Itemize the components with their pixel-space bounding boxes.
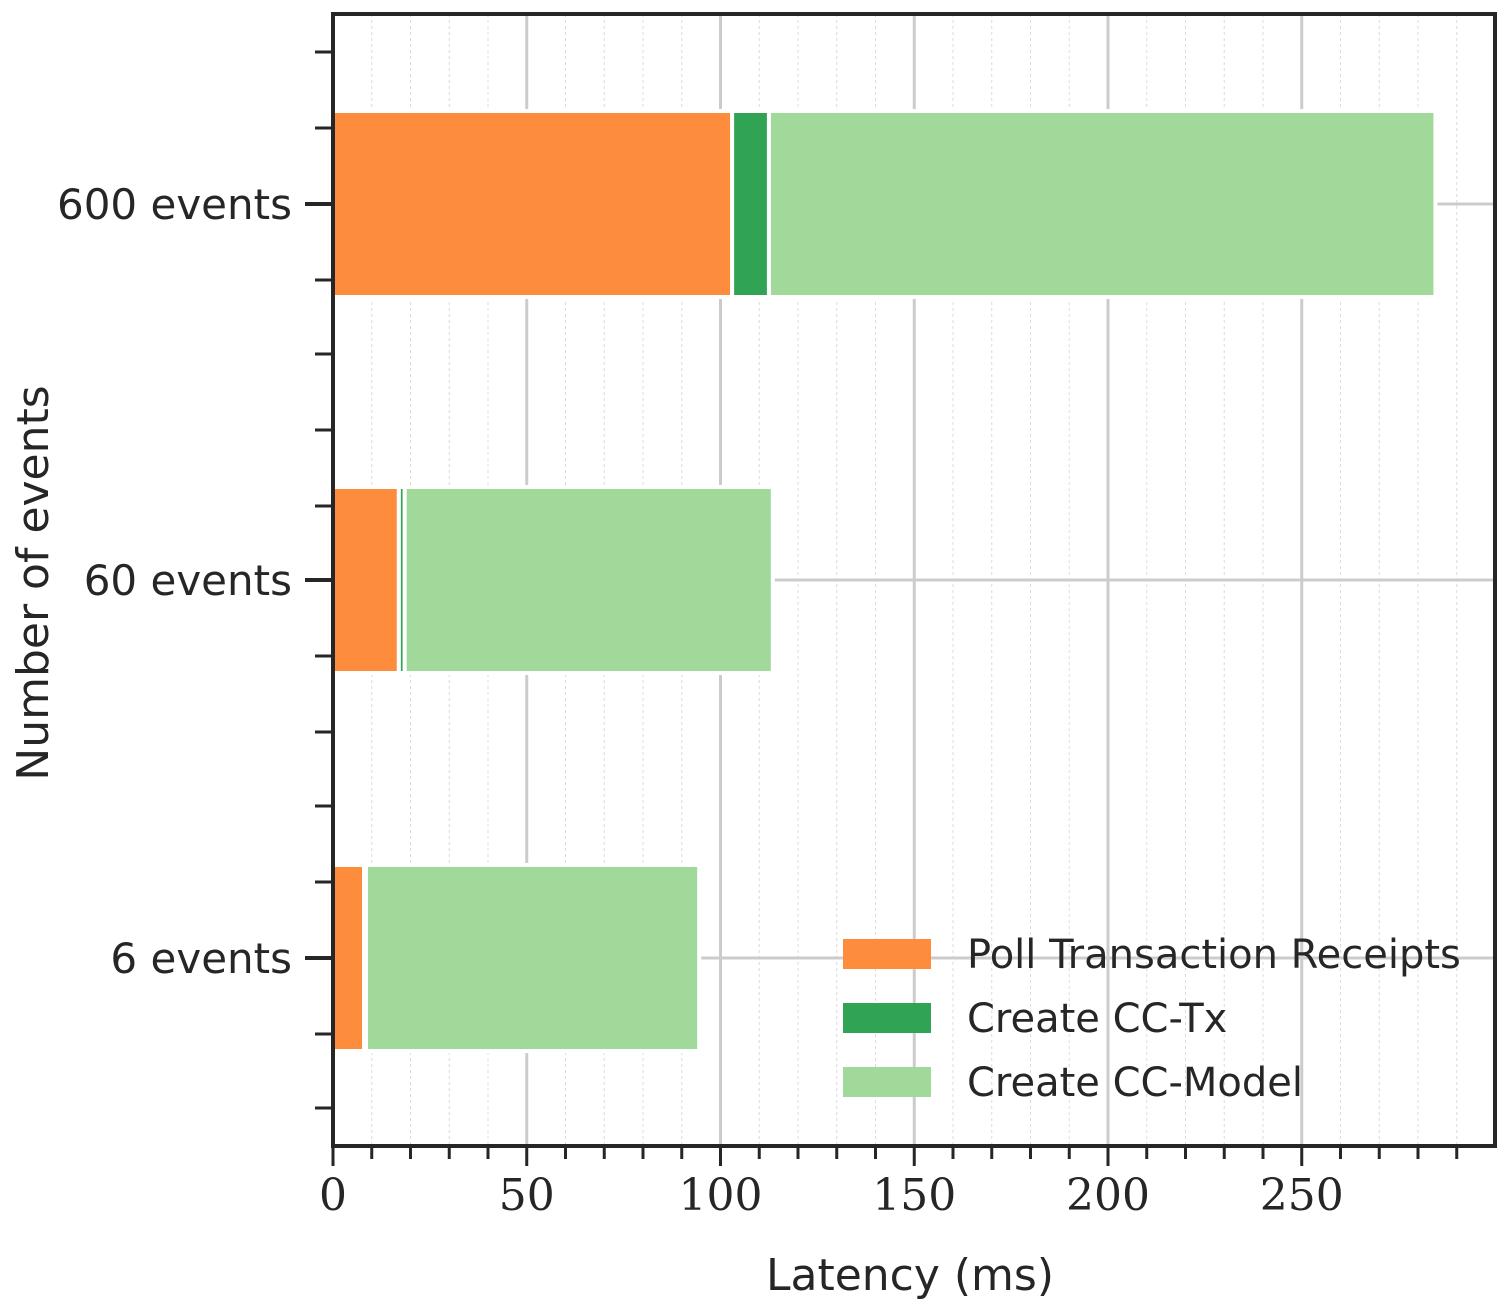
y-axis-label: Number of events: [8, 385, 59, 780]
bar-segment: [402, 485, 775, 675]
x-axis-label: Latency (ms): [766, 1250, 1054, 1301]
axis-ticks: [305, 50, 1459, 1166]
x-tick-label: 50: [499, 1170, 555, 1221]
y-tick-labels: 600 events 60 events 6 events: [57, 180, 292, 983]
x-tick-label: 100: [679, 1170, 763, 1221]
legend-label: Create CC-Tx: [967, 996, 1227, 1042]
bar-segment: [363, 863, 702, 1053]
x-tick-label: 200: [1066, 1170, 1150, 1221]
bars: [331, 109, 1438, 1053]
y-tick-label: 6 events: [110, 934, 292, 983]
x-tick-label: 0: [319, 1170, 347, 1221]
legend-swatch: [843, 939, 931, 969]
legend-swatch: [843, 1067, 931, 1097]
y-tick-label: 600 events: [57, 180, 292, 229]
bar-segment: [331, 485, 401, 675]
legend: Poll Transaction Receipts Create CC-Tx Cre…: [843, 932, 1461, 1106]
x-tick-labels: 0 50 100 150 200 250: [319, 1170, 1344, 1221]
bar-segment: [331, 863, 366, 1053]
legend-swatch: [843, 1003, 931, 1033]
x-tick-label: 250: [1260, 1170, 1344, 1221]
bar-segment: [766, 109, 1438, 299]
y-tick-label: 60 events: [84, 556, 292, 605]
legend-label: Poll Transaction Receipts: [967, 932, 1461, 978]
x-tick-label: 150: [872, 1170, 956, 1221]
legend-label: Create CC-Model: [967, 1060, 1303, 1106]
plot-frame: [331, 12, 1497, 1148]
bar-segment: [730, 109, 771, 299]
bar-segment: [331, 109, 735, 299]
